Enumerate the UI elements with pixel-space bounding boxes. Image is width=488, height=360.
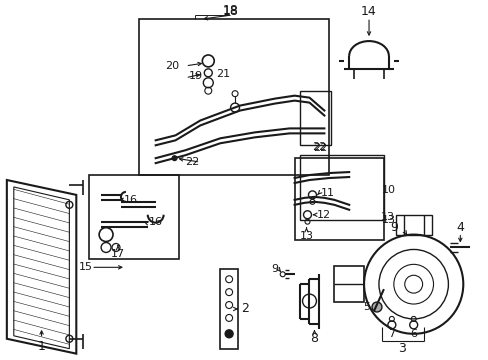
Text: 6: 6 [409, 329, 416, 339]
Text: 10: 10 [381, 185, 395, 195]
Text: 18: 18 [222, 5, 238, 18]
Text: 3: 3 [397, 342, 405, 355]
Bar [299, 91, 331, 145]
Circle shape [172, 156, 177, 161]
Bar [395, 215, 431, 235]
Text: 13: 13 [299, 230, 313, 240]
Bar [220, 269, 238, 349]
Text: 22: 22 [313, 143, 327, 153]
Bar [89, 175, 178, 260]
Bar [139, 19, 328, 175]
Text: 20: 20 [165, 61, 179, 71]
Bar [294, 158, 383, 239]
Text: 15: 15 [79, 262, 93, 272]
Text: 21: 21 [216, 69, 230, 79]
Text: 1: 1 [38, 340, 45, 353]
Text: 4: 4 [455, 221, 463, 234]
Text: 16: 16 [123, 195, 138, 205]
Text: 8: 8 [310, 332, 318, 345]
Text: 13: 13 [381, 215, 395, 225]
Text: 22: 22 [185, 157, 199, 167]
Text: 22: 22 [312, 142, 326, 152]
Text: 11: 11 [320, 188, 334, 198]
Text: 13: 13 [380, 212, 394, 222]
Text: 16: 16 [148, 217, 163, 227]
Text: 18: 18 [222, 4, 238, 17]
Text: 5: 5 [363, 302, 370, 312]
Circle shape [224, 330, 233, 338]
Text: 19: 19 [189, 71, 203, 81]
Bar [299, 155, 383, 220]
Text: 9: 9 [271, 264, 278, 274]
Bar [334, 266, 364, 302]
Text: 14: 14 [361, 5, 376, 18]
Text: 9: 9 [389, 221, 397, 234]
Text: 17: 17 [111, 249, 125, 260]
Text: 12: 12 [317, 210, 331, 220]
Circle shape [371, 302, 381, 312]
Text: 7: 7 [387, 329, 395, 339]
Text: 2: 2 [241, 302, 248, 315]
